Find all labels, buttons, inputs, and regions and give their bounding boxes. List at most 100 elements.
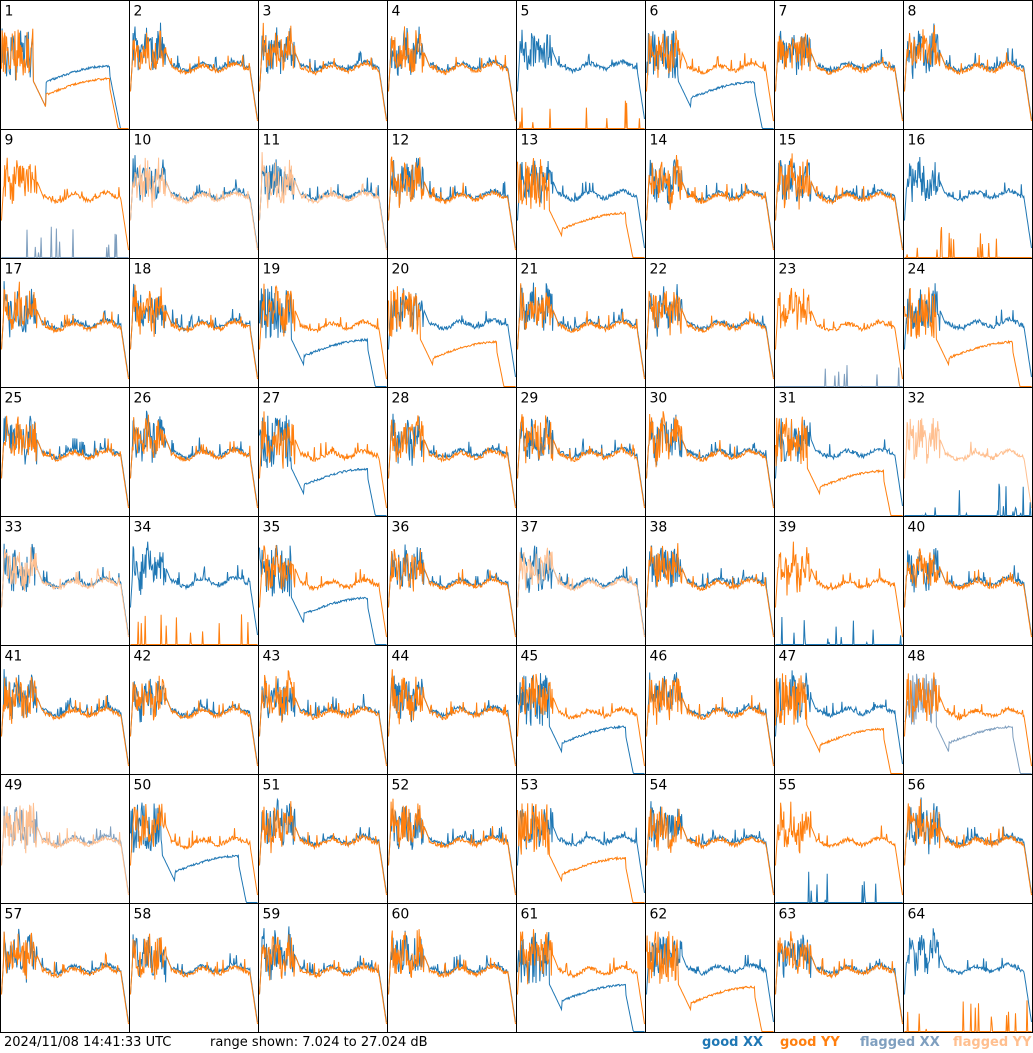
- panel-62: 62: [645, 903, 775, 1033]
- good-yy-line: [1, 281, 129, 380]
- panel-6: 6: [645, 0, 775, 130]
- panel-30: 30: [645, 387, 775, 517]
- panel-label: 39: [779, 520, 797, 536]
- good-xx-line: [259, 286, 387, 387]
- panel-frame: [516, 645, 646, 775]
- legend-flagged-yy: flagged YY: [953, 1035, 1032, 1050]
- good-yy-line: [646, 677, 774, 767]
- good-yy-line: [904, 1000, 1032, 1032]
- good-yy-line: [388, 929, 516, 1025]
- good-xx-line: [904, 483, 1032, 516]
- panel-57: 57: [0, 903, 130, 1033]
- good-yy-line: [130, 803, 258, 896]
- panel-label: 36: [392, 520, 410, 536]
- panel-label: 43: [263, 649, 281, 665]
- good-xx-line: [517, 673, 645, 774]
- panel-2: 2: [129, 0, 259, 130]
- panel-label: 15: [779, 133, 797, 149]
- panel-label: 21: [521, 262, 539, 278]
- panel-label: 61: [521, 907, 539, 923]
- good-xx-line: [517, 545, 645, 636]
- panel-42: 42: [129, 645, 259, 775]
- panel-45: 45: [516, 645, 646, 775]
- good-xx-line: [904, 283, 1032, 378]
- panel-label: 19: [263, 262, 281, 278]
- panel-frame: [774, 774, 904, 904]
- panel-60: 60: [387, 903, 517, 1033]
- panel-label: 10: [134, 133, 152, 149]
- panel-label: 17: [5, 262, 23, 278]
- good-yy-line: [388, 26, 516, 122]
- panel-50: 50: [129, 774, 259, 904]
- good-yy-line: [130, 30, 258, 122]
- panel-53: 53: [516, 774, 646, 904]
- panel-label: 51: [263, 778, 281, 794]
- good-yy-line: [646, 543, 774, 638]
- good-yy-line: [904, 287, 1032, 387]
- panel-63: 63: [774, 903, 904, 1033]
- panel-26: 26: [129, 387, 259, 517]
- good-xx-line: [775, 418, 903, 507]
- panel-frame: [516, 774, 646, 904]
- panel-18: 18: [129, 258, 259, 388]
- panel-label: 3: [263, 4, 272, 20]
- panel-label: 28: [392, 391, 410, 407]
- panel-label: 26: [134, 391, 152, 407]
- panel-label: 34: [134, 520, 152, 536]
- good-yy-line: [646, 30, 774, 122]
- good-yy-line: [130, 414, 258, 509]
- panel-14: 14: [645, 129, 775, 259]
- good-yy-line: [904, 799, 1032, 896]
- good-yy-line: [517, 283, 645, 380]
- panel-label: 8: [908, 4, 917, 20]
- panel-17: 17: [0, 258, 130, 388]
- panel-label: 42: [134, 649, 152, 665]
- good-yy-line: [646, 806, 774, 896]
- panel-label: 24: [908, 262, 926, 278]
- panel-48: 48: [903, 645, 1033, 775]
- good-yy-line: [388, 415, 516, 509]
- good-xx-line: [646, 29, 774, 129]
- good-xx-line: [130, 802, 258, 903]
- good-yy-line: [775, 673, 903, 774]
- panel-label: 6: [650, 4, 659, 20]
- panel-34: 34: [129, 516, 259, 646]
- panel-label: 45: [521, 649, 539, 665]
- panel-frame: [516, 387, 646, 517]
- panel-frame: [129, 0, 259, 130]
- good-xx-line: [775, 871, 903, 903]
- panel-label: 52: [392, 778, 410, 794]
- panel-37: 37: [516, 516, 646, 646]
- good-yy-line: [130, 933, 258, 1025]
- good-yy-line: [646, 931, 774, 1032]
- panel-label: 7: [779, 4, 788, 20]
- panel-label: 33: [5, 520, 23, 536]
- panel-36: 36: [387, 516, 517, 646]
- good-xx-line: [259, 797, 387, 894]
- panel-frame: [129, 387, 259, 517]
- panel-43: 43: [258, 645, 388, 775]
- panel-label: 22: [650, 262, 668, 278]
- good-yy-line: [388, 286, 516, 387]
- good-yy-line: [130, 284, 258, 380]
- panel-label: 53: [521, 778, 539, 794]
- range-text: range shown: 7.024 to 27.024 dB: [210, 1035, 428, 1050]
- panel-1: 1: [0, 0, 130, 130]
- panel-61: 61: [516, 903, 646, 1033]
- good-yy-line: [1, 28, 129, 129]
- good-xx-line: [517, 29, 645, 120]
- panel-4: 4: [387, 0, 517, 130]
- panel-frame: [774, 258, 904, 388]
- good-xx-line: [130, 541, 258, 636]
- flagged-yy-line: [130, 157, 258, 251]
- panel-28: 28: [387, 387, 517, 517]
- panel-frame: [774, 387, 904, 517]
- good-xx-line: [388, 806, 516, 894]
- panel-label: 50: [134, 778, 152, 794]
- panel-label: 12: [392, 133, 410, 149]
- panel-label: 29: [521, 391, 539, 407]
- good-yy-line: [775, 33, 903, 122]
- panel-25: 25: [0, 387, 130, 517]
- footer: 2024/11/08 14:41:33 UTC range shown: 7.0…: [0, 1033, 1033, 1053]
